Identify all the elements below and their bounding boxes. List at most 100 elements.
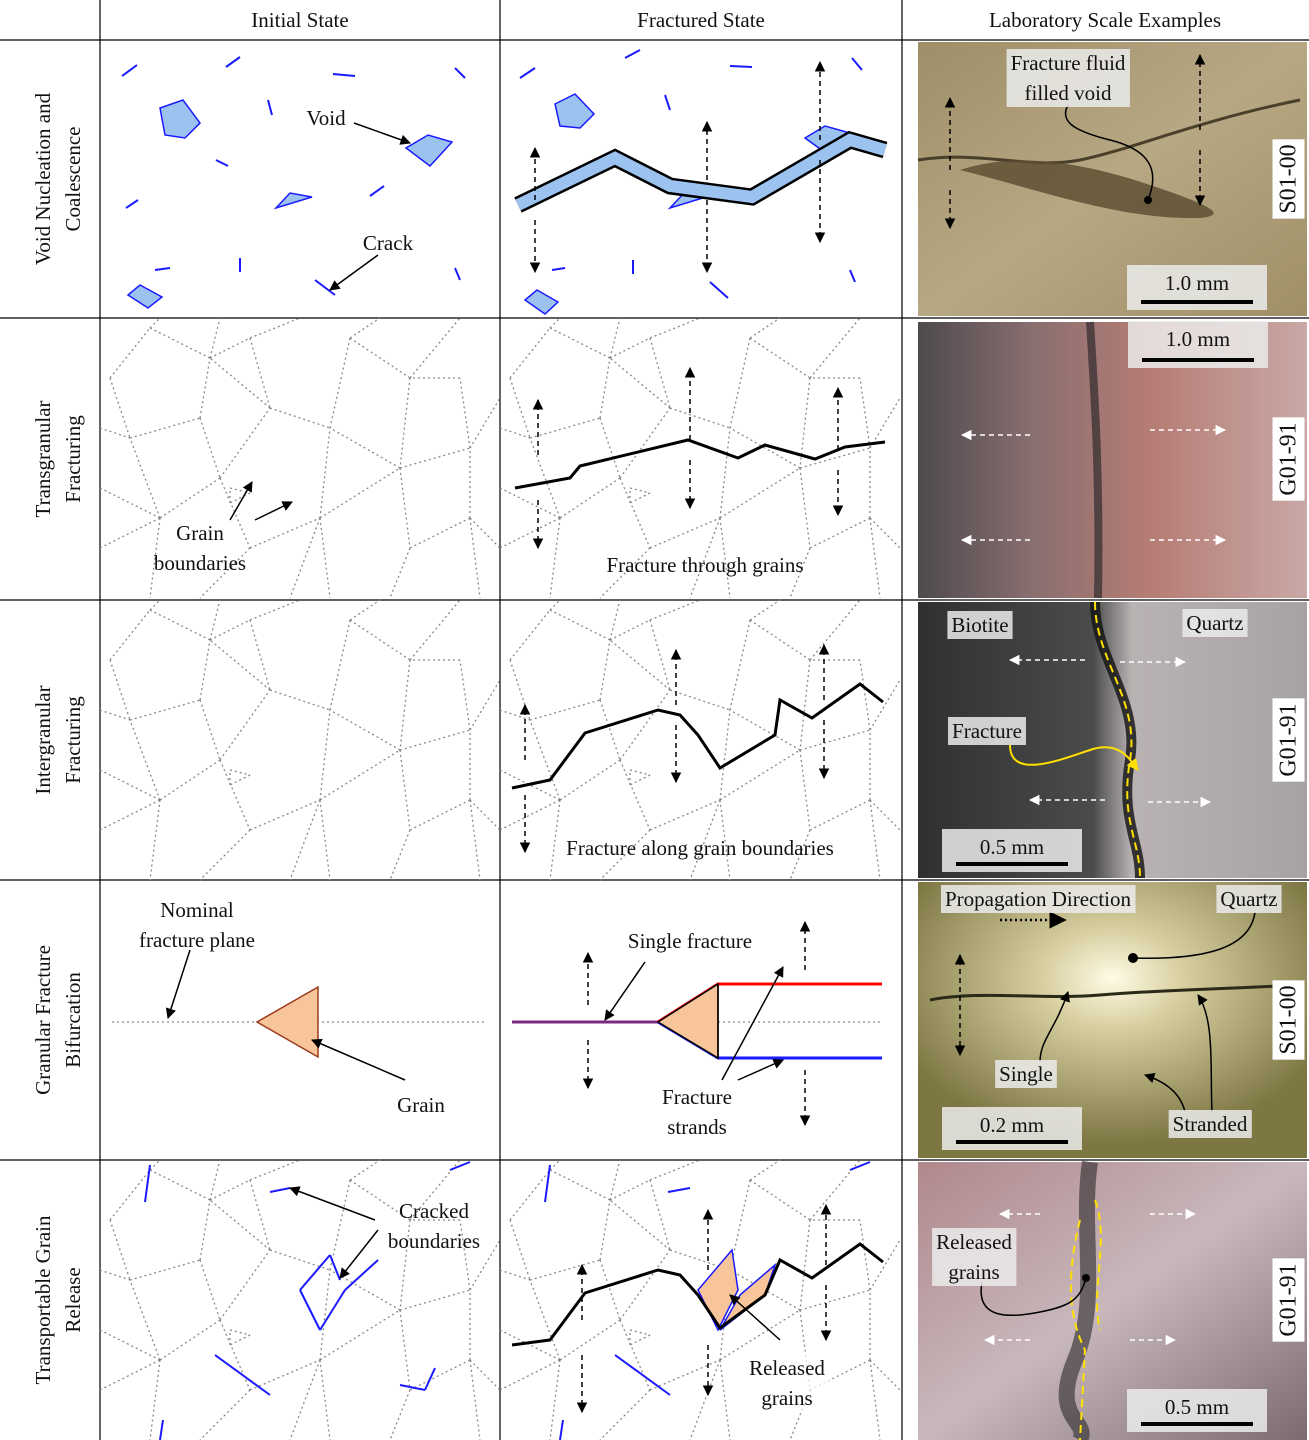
grain-boundary [610,318,620,358]
crack [270,1188,290,1192]
grain-boundary [100,800,160,830]
grain-boundary [630,775,650,785]
grain-boundary [560,760,620,800]
grain-boundary [550,518,560,598]
crack [122,65,137,76]
sample-id: S01-00 [1276,144,1302,213]
label-line: Released [936,1230,1012,1254]
grain-boundary [530,418,600,438]
grain-boundary [860,660,870,730]
grain-boundary [250,338,270,408]
grain-boundary [550,318,560,328]
grain-boundary [350,1160,380,1180]
grain-boundary [870,1360,900,1390]
grain-boundary [200,830,250,880]
grain-boundary [860,378,870,448]
grain-boundary [100,518,160,548]
crack [330,1255,340,1280]
grain-boundary [410,600,460,660]
grain-boundary [400,1290,470,1310]
grain-boundary [150,600,160,610]
grain-boundary [130,720,160,800]
grain-boundary [410,318,460,378]
label-line: grains [761,1386,812,1410]
crack [155,268,170,270]
grain-boundary [400,660,410,750]
grain-boundary [620,1320,650,1390]
grain-boundary [350,318,380,338]
crack [333,74,355,76]
grain-boundary [400,468,410,548]
grain-boundary [100,1360,160,1390]
grain-boundary [470,800,480,880]
grain-boundary [500,800,560,830]
grain-boundary [470,800,500,830]
photo-annotation: Biotite [951,613,1008,637]
grain-boundary [160,478,220,518]
grain-boundary [410,800,470,830]
grain-boundary [200,1200,210,1260]
annotation: Crack [363,231,414,255]
grain-boundary [400,1310,410,1390]
figure: Initial StateFractured StateLaboratory S… [0,0,1309,1440]
photo-annotation: Single [999,1062,1053,1086]
crack [520,68,535,78]
grain-boundary [150,1160,160,1170]
fracture [515,440,885,488]
grain-boundary [750,318,780,338]
grain-boundary [270,408,330,428]
label-line: Coalescence [61,127,85,232]
void [128,285,162,308]
grain-boundary [470,680,500,730]
annotation: Crackedboundaries [388,1199,480,1253]
grain-boundary [510,1220,530,1280]
label-line: Bifurcation [61,972,85,1068]
crack [160,1420,163,1440]
grain-boundary [600,640,610,700]
scale-label: 0.2 mm [980,1113,1044,1137]
grain-boundary [860,1220,870,1290]
grain-boundary [270,690,330,710]
crack [710,282,728,298]
crack [425,1368,435,1390]
crack [545,1165,550,1202]
grain-boundary [470,518,500,548]
grain [658,984,718,1058]
grain-boundary [210,600,220,640]
column-header: Fractured State [637,8,765,32]
grain-boundary [630,770,650,775]
label-line: Nominal [160,898,234,922]
void [555,94,594,128]
grain-boundary [100,770,160,800]
fracture [512,1244,883,1345]
label-line: Intergranular [31,685,55,794]
annotation: Grainboundaries [154,521,246,575]
grain-boundary [610,358,670,408]
grain-boundary [870,398,900,448]
label-line: fracture plane [139,928,255,952]
grain-boundary [200,418,220,478]
grain-boundary [110,378,130,438]
label-line: strands [667,1115,727,1139]
annotation: Fracture through grains [606,553,803,577]
grain-boundary [720,750,800,800]
column-header: Initial State [251,8,348,32]
sample-id: G01-91 [1276,703,1302,776]
scale-label: 0.5 mm [1165,1395,1229,1419]
grain-boundary [160,760,220,800]
grain-boundary [550,610,610,640]
leader-dot [1128,953,1138,963]
grain-boundary [220,1320,250,1390]
crack [552,268,565,270]
grain-boundary [470,398,500,448]
grain-boundary [610,1200,670,1250]
grain-boundary [400,730,470,750]
label-line: Transportable Grain [31,1215,55,1384]
crack [450,1162,470,1170]
grain-boundary [130,1260,200,1280]
grain-boundary [390,1390,410,1440]
grain-boundary [690,1360,720,1440]
grain-boundary [670,408,730,428]
grain-boundary [500,1360,560,1390]
grain-boundary [320,468,400,518]
